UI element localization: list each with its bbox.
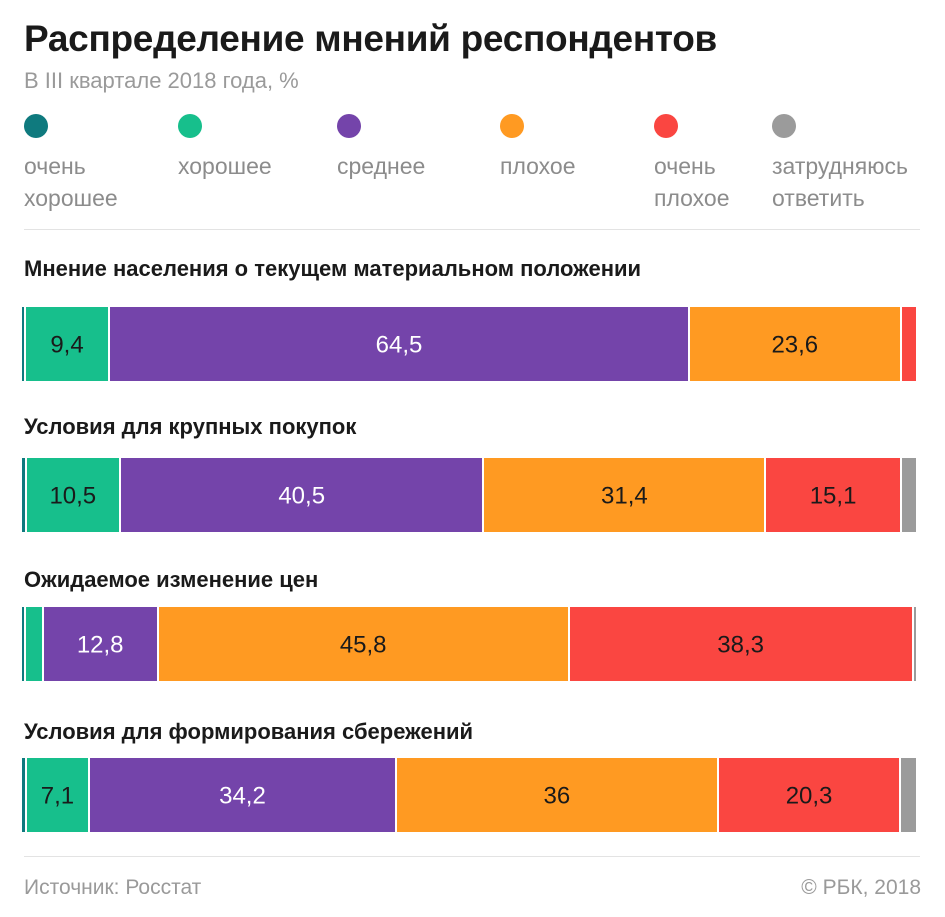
bar-segment-very-bad: 38,3 bbox=[567, 607, 912, 681]
bar-segment-average: 34,2 bbox=[88, 758, 395, 832]
data-label: 64,5 bbox=[375, 331, 423, 359]
bar-segment-bad: 31,4 bbox=[482, 458, 765, 532]
legend-item-very-bad: очень плохое bbox=[654, 114, 730, 214]
footer-divider bbox=[24, 856, 920, 857]
legend-swatch bbox=[178, 114, 202, 138]
chart-subtitle: В III квартале 2018 года, % bbox=[24, 68, 299, 93]
data-label: 7,1 bbox=[40, 782, 75, 810]
data-label: 38,3 bbox=[717, 631, 764, 659]
legend-label: среднее bbox=[337, 153, 426, 179]
bar-segment-bad: 45,8 bbox=[156, 607, 568, 681]
bar-segment-very-bad bbox=[899, 307, 916, 381]
legend-label: очень хорошее bbox=[24, 153, 118, 211]
data-label: 40,5 bbox=[278, 482, 326, 510]
bar-segment-very-bad: 20,3 bbox=[717, 758, 899, 832]
legend-label: очень плохое bbox=[654, 153, 730, 211]
category-title: Условия для крупных покупок bbox=[24, 414, 357, 439]
data-label: 10,5 bbox=[49, 482, 97, 510]
category-title: Условия для формирования сбережений bbox=[24, 719, 474, 744]
legend-item-bad: плохое bbox=[500, 114, 576, 182]
bar-segment-very-good bbox=[22, 307, 24, 381]
data-label: 45,8 bbox=[339, 631, 387, 659]
data-label: 36 bbox=[543, 782, 571, 810]
bar-segment-no-answer bbox=[899, 458, 916, 532]
bar-segment-bad: 23,6 bbox=[687, 307, 900, 381]
data-label: 34,2 bbox=[219, 782, 266, 810]
bar-segment-good: 7,1 bbox=[24, 758, 89, 832]
data-label: 23,6 bbox=[771, 331, 819, 359]
bar-segment-average: 64,5 bbox=[108, 307, 688, 381]
legend-swatch bbox=[500, 114, 524, 138]
legend-swatch bbox=[337, 114, 361, 138]
legend-item-no-answer: затрудняюсь ответить bbox=[772, 114, 908, 214]
legend-item-average: среднее bbox=[337, 114, 425, 182]
bar-segment-bad: 36 bbox=[394, 758, 718, 832]
chart-title: Распределение мнений респондентов bbox=[24, 18, 717, 59]
stacked-bar: 12,8 45,8 38,3 bbox=[22, 607, 916, 681]
stacked-bar: 10,5 40,5 31,4 15,1 bbox=[22, 458, 916, 532]
legend-swatch bbox=[772, 114, 796, 138]
chart-legend: очень хорошее хорошее среднее плохое очень п… bbox=[24, 114, 934, 214]
bar-segment-no-answer bbox=[898, 758, 916, 832]
stacked-bar: 9,4 64,5 23,6 bbox=[22, 307, 916, 381]
bar-segment-very-good bbox=[22, 758, 25, 832]
data-label: 15,1 bbox=[809, 482, 857, 510]
legend-item-very-good: очень хорошее bbox=[24, 114, 118, 214]
bar-segment-average: 12,8 bbox=[41, 607, 157, 681]
source-note: Источник: Росстат bbox=[24, 876, 202, 899]
legend-label: хорошее bbox=[178, 153, 272, 179]
bar-segment-no-answer bbox=[911, 607, 916, 681]
bar-segment-good: 9,4 bbox=[23, 307, 109, 381]
bar-segment-very-good bbox=[22, 607, 24, 681]
data-label: 31,4 bbox=[601, 482, 648, 510]
bar-segment-very-bad: 15,1 bbox=[764, 458, 900, 532]
category-title: Ожидаемое изменение цен bbox=[24, 567, 319, 592]
bar-segment-very-good bbox=[22, 458, 25, 532]
data-label: 20,3 bbox=[785, 782, 833, 810]
bar-segment-average: 40,5 bbox=[118, 458, 483, 532]
legend-label: плохое bbox=[500, 153, 576, 179]
category-title: Мнение населения о текущем материальном … bbox=[24, 256, 642, 281]
copyright-note: © РБК, 2018 bbox=[801, 876, 921, 899]
bar-segment-good: 10,5 bbox=[24, 458, 119, 532]
data-label: 9,4 bbox=[50, 331, 84, 359]
stacked-bar: 7,1 34,2 36 20,3 bbox=[22, 758, 916, 832]
bar-segment-good bbox=[23, 607, 42, 681]
legend-item-good: хорошее bbox=[178, 114, 272, 182]
legend-swatch bbox=[654, 114, 678, 138]
legend-swatch bbox=[24, 114, 48, 138]
data-label: 12,8 bbox=[76, 631, 124, 659]
legend-divider bbox=[24, 229, 920, 230]
legend-label: затрудняюсь ответить bbox=[772, 153, 908, 211]
